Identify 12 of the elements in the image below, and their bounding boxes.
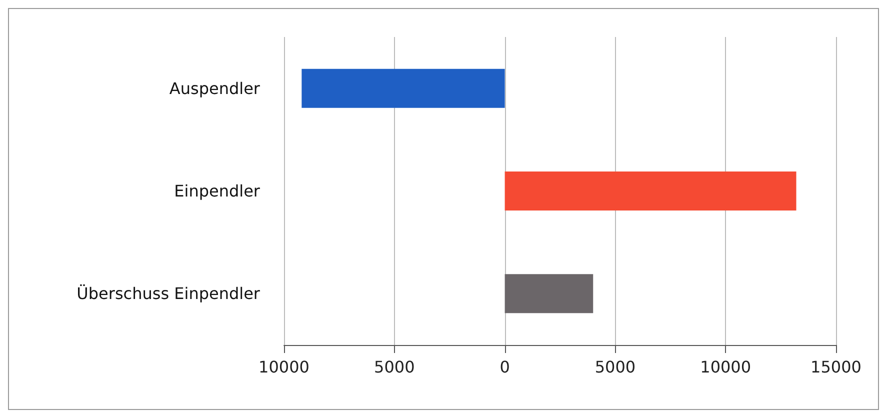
x-tick-label: 10000	[700, 358, 752, 376]
y-tick-label: Überschuss Einpendler	[76, 284, 260, 304]
x-tick-label: 5000	[374, 358, 415, 376]
y-tick-label: Einpendler	[174, 182, 260, 200]
x-tick-label: 15000	[810, 358, 862, 376]
x-tick-label: 5000	[594, 358, 636, 376]
y-tick-label: Auspendler	[169, 78, 260, 98]
bar	[504, 274, 594, 314]
bar	[302, 68, 505, 108]
bar	[504, 171, 796, 211]
x-tick-label: 10000	[258, 358, 310, 376]
x-tick-label: 0	[500, 358, 510, 376]
